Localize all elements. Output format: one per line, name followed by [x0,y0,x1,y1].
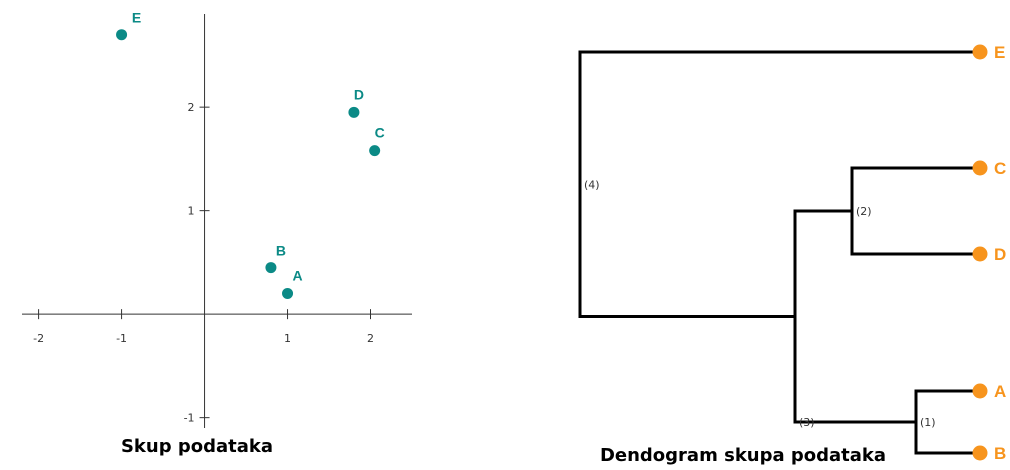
x-tick-label: -1 [116,332,127,345]
y-tick-label: 1 [188,205,195,218]
point-label-c: C [375,125,385,141]
point-label-d: D [354,86,364,102]
leaf-label-a: A [994,382,1006,401]
x-tick-label: 2 [367,332,374,345]
leaf-label-c: C [994,159,1006,178]
y-tick-label: -1 [184,412,195,425]
scatter-caption: Skup podataka [121,436,273,457]
leaf-label-d: D [994,245,1006,264]
merge-label-1: (1) [920,416,936,429]
merge-label-2: (2) [856,205,872,218]
leaf-node-b [972,445,988,461]
branch-4 [578,50,980,318]
data-point-d [348,106,360,118]
data-point-a [282,287,294,299]
merge-label-4: (4) [584,178,600,191]
scatter-axes: -2 -1 1 2 -1 1 2 [22,14,412,428]
dendrogram-merge-labels: (1) (2) (3) (4) [584,178,936,429]
leaf-node-c [972,160,988,176]
data-point-b [265,262,277,274]
dendrogram-leaves: E C D A B [972,43,1006,463]
leaf-node-d [972,246,988,262]
y-tick-label: 2 [188,101,195,114]
dendrogram-caption: Dendogram skupa podataka [600,445,886,466]
merge-label-3: (3) [799,416,815,429]
x-tick-label: 1 [284,332,291,345]
point-label-b: B [276,243,286,259]
data-point-e [116,29,128,41]
x-tick-label: -2 [33,332,44,345]
leaf-node-e [972,44,988,60]
scatter-plot: -2 -1 1 2 -1 1 2 AB C D E Skup podataka [22,10,412,457]
leaf-label-b: B [994,444,1006,463]
point-label-e: E [132,10,141,26]
dendrogram: E C D A B (1) (2) (3) (4) Dendogram skupa podat… [578,43,1006,466]
leaf-label-e: E [994,43,1005,62]
dendrogram-branches [578,50,980,455]
leaf-node-a [972,383,988,399]
scatter-points: AB C D E [116,10,385,299]
data-point-c [369,145,381,157]
point-label-a: A [292,267,302,283]
branch-3 [793,209,916,424]
